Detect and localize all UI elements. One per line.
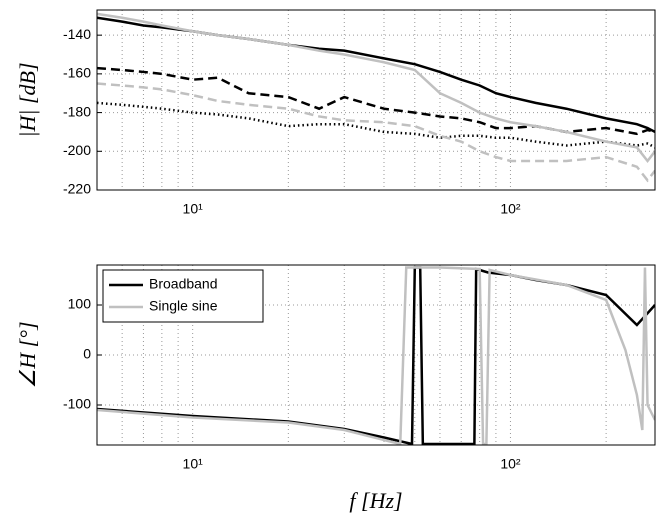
x-tick-label: 10¹ (183, 456, 204, 472)
x-tick-label: 10² (500, 456, 521, 472)
y-tick-label: -140 (63, 26, 91, 42)
y-tick-label: -100 (63, 396, 91, 412)
axes-frame (96, 264, 656, 446)
x-tick-label: 10² (500, 201, 521, 217)
x-axis-label: f [Hz] (349, 488, 402, 513)
y-axis-label: ∠H [°] (15, 321, 40, 388)
series-line (97, 12, 655, 164)
y-tick-label: -200 (63, 142, 91, 158)
legend-label: Single sine (149, 298, 218, 314)
legend-box (102, 269, 264, 323)
series-line (97, 266, 655, 445)
y-tick-label: -180 (63, 103, 91, 119)
y-tick-label: 100 (68, 296, 92, 312)
legend-label: Broadband (149, 276, 218, 292)
y-tick-label: -160 (63, 65, 91, 81)
grid (97, 10, 655, 191)
y-tick-label: -220 (63, 181, 91, 197)
series-line (97, 82, 655, 183)
series-line (97, 101, 655, 149)
axes-frame (96, 9, 656, 191)
y-axis-label: |H| [dB] (15, 62, 40, 137)
series-line (97, 66, 655, 136)
x-tick-label: 10¹ (183, 201, 204, 217)
series-line (97, 16, 655, 134)
y-tick-label: 0 (83, 346, 91, 362)
